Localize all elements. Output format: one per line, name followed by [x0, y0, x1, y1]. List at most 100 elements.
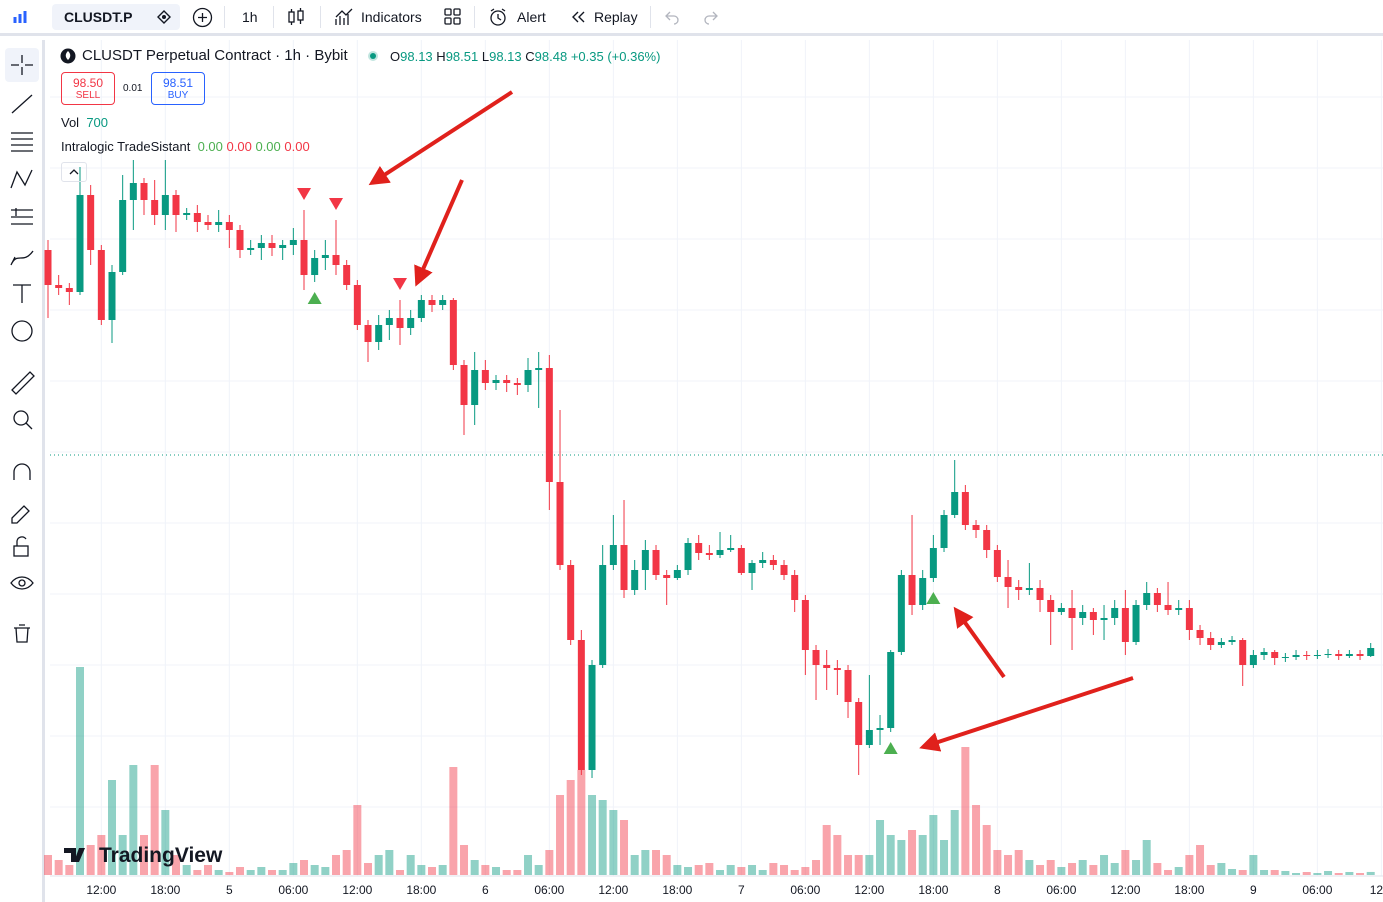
candle-body [300, 240, 308, 275]
volume-bar [449, 767, 458, 875]
volume-bar [609, 810, 618, 875]
volume-bar [918, 835, 927, 875]
volume-bar [481, 865, 490, 875]
candle-body [748, 563, 756, 573]
buy-price[interactable]: 98.51 [162, 76, 194, 90]
candle-body [929, 548, 937, 578]
symbol-box[interactable]: CLUSDT.P [52, 4, 180, 30]
candle-body [1175, 608, 1183, 610]
candle-body [1079, 612, 1087, 618]
layouts-icon[interactable] [444, 8, 462, 26]
candle-body [279, 245, 287, 248]
candle-body [1367, 648, 1375, 656]
candle-body [1111, 608, 1119, 618]
text-tool[interactable] [13, 284, 31, 303]
volume-bar [876, 820, 885, 875]
volume-bar [1228, 869, 1237, 875]
candle-body [1068, 608, 1076, 618]
buy-button[interactable]: 98.51 BUY [151, 72, 205, 105]
symbol[interactable]: CLUSDT.P [64, 9, 133, 25]
fib-tool[interactable] [11, 132, 33, 152]
magnet-tool[interactable] [13, 463, 31, 480]
candle-body [375, 325, 383, 342]
lock-draw-tool[interactable] [11, 505, 30, 524]
candle-body [1025, 588, 1033, 590]
x-tick-label: 12:00 [1110, 883, 1140, 897]
brush-tool[interactable] [10, 250, 34, 266]
volume-bar [140, 835, 149, 875]
candle-body [940, 515, 948, 548]
collapse-icon[interactable] [62, 163, 86, 181]
forecast-tool[interactable] [11, 208, 33, 225]
indicator-name: Intralogic TradeSistant [61, 139, 191, 154]
crosshair-tool[interactable] [11, 55, 33, 75]
candle-body [844, 670, 852, 702]
candle-body [567, 565, 575, 640]
buy-label[interactable]: BUY [167, 90, 189, 101]
candle-body [311, 258, 319, 275]
sell-button[interactable]: 98.50 SELL [61, 72, 115, 105]
alert-icon[interactable] [488, 7, 508, 27]
time-axis: 12:00 18:00 5 06:00 12:00 18:00 6 06:00 12:00 18:… [86, 883, 1383, 897]
x-tick-label: 18:00 [1174, 883, 1204, 897]
candle-body [993, 550, 1001, 577]
pattern-tool[interactable] [10, 169, 33, 189]
redo[interactable] [703, 9, 719, 25]
trendline-tool[interactable] [11, 94, 33, 114]
volume-bar [502, 870, 511, 875]
zoom-tool[interactable] [13, 410, 29, 426]
indicator-value: 0.00 [284, 139, 310, 154]
replay-icon[interactable] [570, 10, 586, 24]
volume-bar [662, 855, 671, 875]
ruler-tool[interactable] [11, 371, 35, 395]
volume-bar [993, 850, 1002, 875]
candle-body [801, 600, 809, 650]
volume-bar [364, 863, 373, 875]
volume-bar [1142, 840, 1151, 875]
sell-signal [393, 278, 408, 290]
candle-body [417, 300, 425, 318]
replay-button[interactable]: Replay [594, 9, 638, 25]
candle-body [481, 370, 489, 383]
candle-body [321, 255, 329, 258]
spread: 0.01 [123, 83, 143, 94]
volume-bar [278, 870, 287, 875]
volume-bar [76, 667, 85, 875]
sell-price[interactable]: 98.50 [72, 76, 104, 90]
candle-body [428, 300, 436, 305]
hide-tool[interactable] [10, 576, 34, 590]
volume-bar [705, 863, 714, 875]
separator [224, 6, 225, 28]
buy-signal [926, 592, 941, 604]
candle-body [737, 548, 745, 573]
lock-tool[interactable] [13, 545, 29, 557]
volume-bar [1366, 871, 1375, 875]
indicators-button[interactable]: Indicators [361, 9, 422, 25]
candle-body [1356, 654, 1364, 656]
volume-bar [65, 865, 74, 875]
candle-body [1047, 600, 1055, 612]
candle-body [1143, 593, 1151, 605]
compare-icon[interactable] [156, 9, 172, 25]
chart-type[interactable] [286, 7, 306, 27]
volume-bar [556, 795, 565, 875]
trash-tool[interactable] [14, 624, 30, 643]
candle-body [524, 370, 532, 385]
separator [273, 6, 274, 28]
volume-bar [1260, 870, 1269, 875]
volume-bar [716, 870, 725, 875]
sell-label[interactable]: SELL [75, 90, 101, 101]
add-symbol[interactable] [192, 7, 213, 28]
interval[interactable]: 1h [242, 9, 258, 25]
logo-icon [13, 11, 27, 23]
collapse-button[interactable] [61, 162, 87, 182]
alert-button[interactable]: Alert [517, 9, 546, 25]
emoji-tool[interactable] [11, 320, 33, 342]
volume-bar [1078, 860, 1087, 875]
candle-body [865, 730, 873, 745]
volume-bar [737, 867, 746, 875]
undo[interactable] [664, 9, 680, 25]
candle-body [1132, 605, 1140, 642]
indicators-icon[interactable] [334, 7, 354, 27]
